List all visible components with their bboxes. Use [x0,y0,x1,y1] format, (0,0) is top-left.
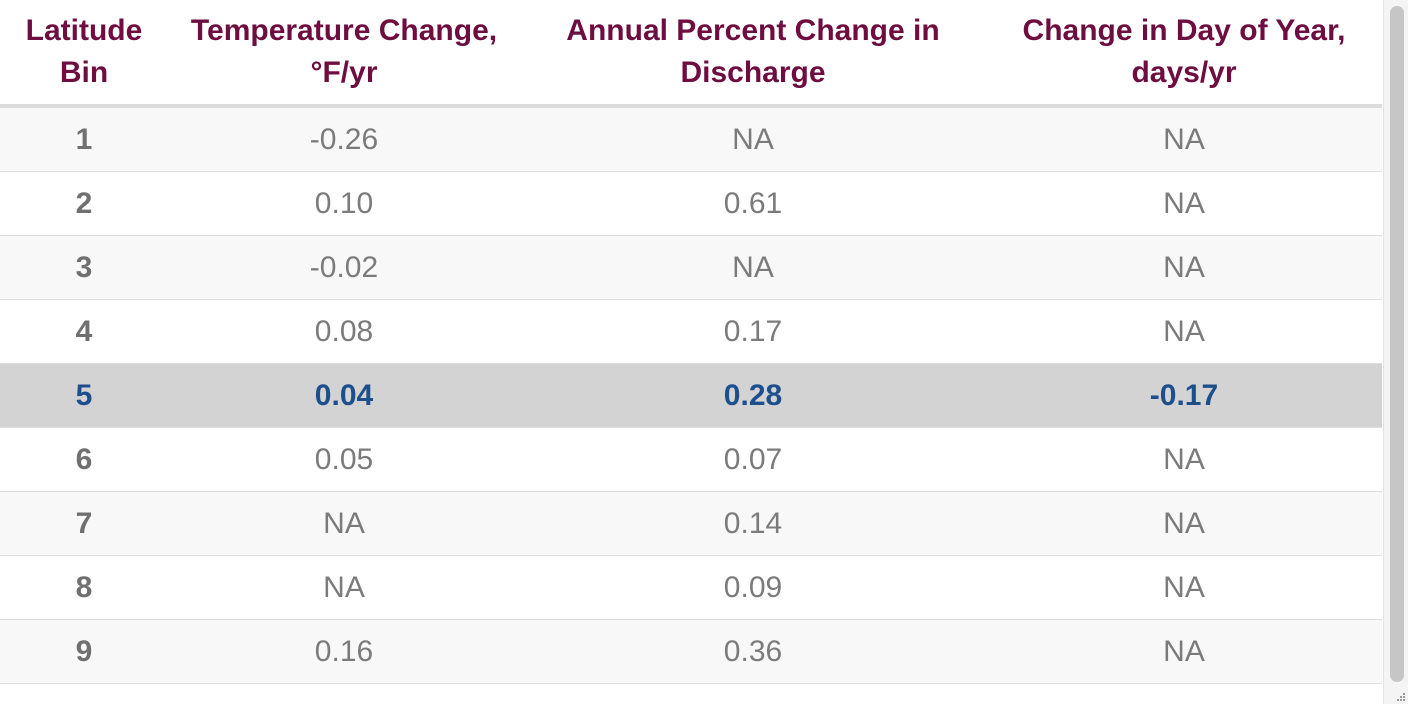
cell-latitude-bin: 8 [0,555,168,620]
table-row[interactable]: 2 0.10 0.61 NA [0,171,1382,236]
cell-day-of-year-change: NA [986,106,1382,172]
cell-temperature-change: 0.05 [168,427,520,492]
vertical-scrollbar-thumb[interactable] [1390,6,1404,682]
cell-latitude-bin: 1 [0,106,168,172]
table-scroll-area[interactable]: Latitude Bin Temperature Change, °F/yr A… [0,0,1382,684]
cell-discharge-change: NA [520,106,986,172]
table-row[interactable]: 4 0.08 0.17 NA [0,299,1382,364]
header-day-of-year-change: Change in Day of Year, days/yr [986,0,1382,108]
cell-day-of-year-change: NA [986,299,1382,364]
cell-latitude-bin: 5 [0,363,168,428]
cell-discharge-change: 0.09 [520,555,986,620]
cell-discharge-change: 0.14 [520,491,986,556]
table-row[interactable]: 6 0.05 0.07 NA [0,427,1382,492]
header-day-of-year-change-line1: Change in Day of Year, [1022,14,1346,47]
cell-discharge-change: 0.07 [520,427,986,492]
cell-latitude-bin: 2 [0,171,168,236]
cell-latitude-bin: 7 [0,491,168,556]
cell-day-of-year-change: NA [986,427,1382,492]
header-discharge-change: Annual Percent Change in Discharge [520,0,986,108]
table-row[interactable]: 8 NA 0.09 NA [0,555,1382,620]
header-latitude-bin-line1: Latitude [25,14,143,47]
cell-temperature-change: -0.02 [168,235,520,300]
cell-latitude-bin: 4 [0,299,168,364]
cell-day-of-year-change: NA [986,235,1382,300]
cell-day-of-year-change: NA [986,171,1382,236]
cell-temperature-change: 0.16 [168,619,520,684]
cell-discharge-change: 0.17 [520,299,986,364]
table-header: Latitude Bin Temperature Change, °F/yr A… [0,0,1382,108]
cell-temperature-change: -0.26 [168,106,520,172]
header-temperature-change-line2: °F/yr [310,56,378,89]
cell-temperature-change: NA [168,491,520,556]
table-body: 1 -0.26 NA NA 2 0.10 0.61 NA 3 -0.02 NA … [0,106,1382,684]
header-discharge-change-line1: Annual Percent Change in [566,14,940,47]
cell-discharge-change: 0.36 [520,619,986,684]
cell-latitude-bin: 6 [0,427,168,492]
table-row[interactable]: 1 -0.26 NA NA [0,106,1382,172]
table-row[interactable]: 3 -0.02 NA NA [0,235,1382,300]
cell-day-of-year-change: NA [986,555,1382,620]
latitude-bin-table: Latitude Bin Temperature Change, °F/yr A… [0,0,1382,684]
cell-temperature-change: 0.04 [168,363,520,428]
header-day-of-year-change-line2: days/yr [1131,56,1237,89]
table-row-highlighted[interactable]: 5 0.04 0.28 -0.17 [0,363,1382,428]
header-latitude-bin: Latitude Bin [0,0,168,108]
table-row[interactable]: 7 NA 0.14 NA [0,491,1382,556]
cell-temperature-change: 0.10 [168,171,520,236]
table-row[interactable]: 9 0.16 0.36 NA [0,619,1382,684]
cell-latitude-bin: 9 [0,619,168,684]
cell-temperature-change: 0.08 [168,299,520,364]
header-discharge-change-line2: Discharge [680,56,826,89]
header-row: Latitude Bin Temperature Change, °F/yr A… [0,0,1382,108]
cell-temperature-change: NA [168,555,520,620]
resize-grip-icon[interactable] [1394,690,1406,702]
cell-discharge-change: NA [520,235,986,300]
cell-latitude-bin: 3 [0,235,168,300]
header-latitude-bin-line2: Bin [59,56,109,89]
cell-day-of-year-change: NA [986,619,1382,684]
cell-discharge-change: 0.28 [520,363,986,428]
cell-day-of-year-change: NA [986,491,1382,556]
header-temperature-change-line1: Temperature Change, [190,14,498,47]
cell-discharge-change: 0.61 [520,171,986,236]
cell-day-of-year-change: -0.17 [986,363,1382,428]
header-temperature-change: Temperature Change, °F/yr [168,0,520,108]
